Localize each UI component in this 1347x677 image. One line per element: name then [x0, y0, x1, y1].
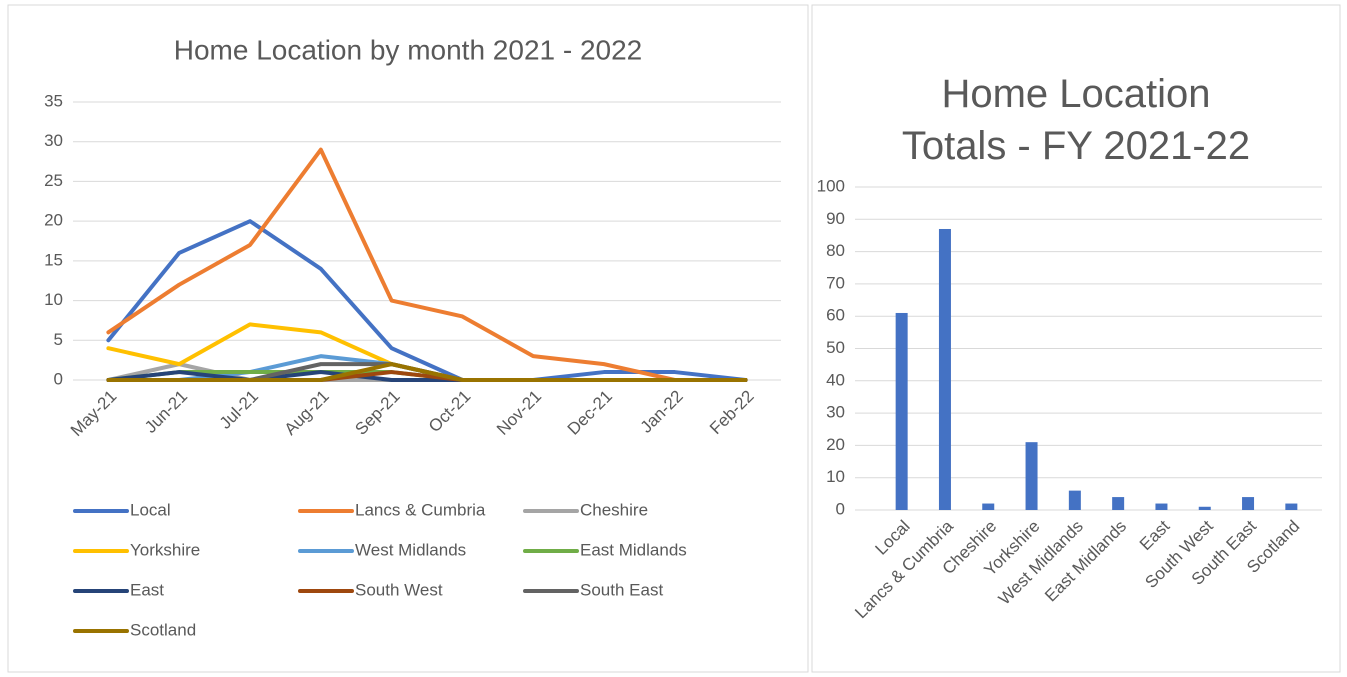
bar [1068, 490, 1081, 510]
y-tick-label: 60 [826, 306, 845, 325]
legend-label: Scotland [130, 620, 196, 639]
y-tick-label: 50 [826, 338, 845, 357]
bar [895, 312, 908, 510]
bar [938, 228, 951, 511]
legend-label: Lancs & Cumbria [355, 500, 486, 519]
y-tick-label: 80 [826, 241, 845, 260]
legend-label: East [130, 580, 164, 599]
y-tick-label: 40 [826, 370, 845, 389]
bar [1112, 497, 1125, 510]
line-series [106, 147, 748, 382]
y-tick-label: 90 [826, 209, 845, 228]
y-tick-label: 15 [44, 250, 63, 269]
y-tick-label: 35 [44, 91, 63, 110]
y-tick-label: 0 [836, 499, 845, 518]
legend-label: Cheshire [580, 500, 648, 519]
y-tick-label: 70 [826, 273, 845, 292]
y-tick-label: 10 [826, 467, 845, 486]
legend-label: Local [130, 500, 171, 519]
chart-title: Home Location Totals - FY 2021-22 [901, 72, 1251, 168]
y-tick-label: 100 [817, 176, 845, 195]
bar [982, 503, 995, 510]
bar [1155, 503, 1168, 510]
line-series [106, 362, 748, 382]
y-tick-label: 20 [826, 435, 845, 454]
legend-label: East Midlands [580, 540, 687, 559]
legend-label: South West [355, 580, 443, 599]
chart-title: Home Location by month 2021 - 2022 [174, 34, 643, 65]
legend-label: West Midlands [355, 540, 466, 559]
y-tick-label: 10 [44, 290, 63, 309]
legend-label: South East [580, 580, 663, 599]
y-tick-label: 30 [44, 131, 63, 150]
bar [1242, 497, 1255, 510]
y-tick-label: 0 [54, 369, 63, 388]
bar [1198, 506, 1211, 510]
bar [1285, 503, 1298, 510]
y-tick-label: 5 [54, 330, 63, 349]
y-tick-label: 25 [44, 171, 63, 190]
y-tick-label: 30 [826, 403, 845, 422]
chart-frame [7, 4, 809, 673]
y-tick-label: 20 [44, 211, 63, 230]
legend-label: Yorkshire [130, 540, 200, 559]
bar [1025, 442, 1038, 510]
